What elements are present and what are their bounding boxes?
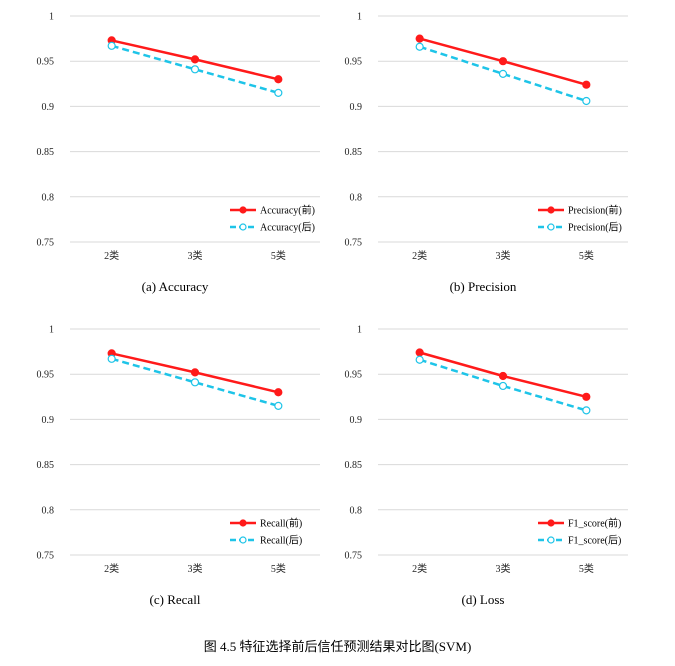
data-point-before [498,371,508,381]
legend-marker [239,536,247,544]
x-tick-label: 2类 [412,249,427,262]
legend-marker [239,206,247,214]
chart-panel-precision: 1 0.95 0.9 0.85 0.8 0.75 2类 3类 5类 Precision(前) Pre… [318,0,648,300]
legend-marker [547,536,555,544]
data-point-before [415,34,424,43]
y-tick-label: 0.95 [37,370,55,381]
legend-label: Accuracy(后) [260,222,315,234]
data-point-before [582,392,591,401]
x-tick-label: 3类 [188,562,203,575]
recall-chart: 1 0.95 0.9 0.85 0.8 0.75 2类 3类 5类 Recall(前) Recall… [37,325,320,575]
legend-marker [239,223,247,231]
x-tick-label: 3类 [496,249,511,262]
y-tick-label: 0.85 [345,460,363,471]
legend-label: F1_score(前) [568,517,621,530]
data-point-before [190,55,200,64]
y-tick-label: 0.75 [37,551,55,562]
legend-marker [239,519,247,527]
legend-marker [547,223,555,231]
y-tick-label: 0.85 [37,460,55,471]
data-point-after [190,65,200,74]
x-tick-label: 3类 [188,249,203,262]
y-tick-label: 0.9 [350,415,363,426]
y-tick-label: 0.75 [37,238,55,249]
data-point-after [107,41,116,50]
y-tick-label: 0.75 [345,238,363,249]
legend-label: Recall(前) [260,517,302,530]
y-tick-label: 0.8 [350,192,363,203]
y-tick-label: 0.85 [345,147,363,158]
panel-caption-accuracy: (a) Accuracy [141,279,209,294]
x-tick-label: 2类 [412,562,427,575]
chart-panel-accuracy: 1 0.95 0.9 0.85 0.8 0.75 2类 3类 5类 Accuracy(前) Accu… [10,0,340,300]
data-point-before [190,368,200,377]
x-tick-label: 2类 [104,249,119,262]
data-point-after [415,42,424,51]
y-tick-label: 0.8 [350,505,363,516]
data-point-after [274,88,283,97]
x-tick-label: 3类 [496,562,511,575]
x-tick-label: 5类 [579,562,594,575]
series-line-after [419,45,587,103]
legend-marker [547,206,555,214]
data-point-before [415,348,424,357]
data-point-after [582,406,591,415]
legend-label: Recall(后) [260,535,302,547]
legend-label: Precision(后) [568,222,622,234]
series-line-after [419,358,587,412]
y-tick-label: 1 [49,325,54,336]
y-tick-label: 0.9 [42,415,55,426]
panel-caption-precision: (b) Precision [449,279,517,294]
data-point-after [498,69,508,78]
y-tick-label: 0.8 [42,505,55,516]
x-tick-label: 2类 [104,562,119,575]
data-point-before [498,57,508,66]
panel-caption-recall: (c) Recall [149,592,201,607]
legend-marker [547,519,555,527]
y-tick-label: 0.95 [345,370,363,381]
y-tick-label: 0.85 [37,147,55,158]
x-tick-label: 5类 [271,249,286,262]
precision-chart: 1 0.95 0.9 0.85 0.8 0.75 2类 3类 5类 Precision(前) Pre… [345,12,628,262]
y-tick-label: 0.8 [42,192,55,203]
x-tick-label: 5类 [271,562,286,575]
series-line-after [111,357,279,408]
accuracy-chart: 1 0.95 0.9 0.85 0.8 0.75 2类 3类 5类 Accuracy(前) Accu… [37,12,320,262]
chart-panel-recall: 1 0.95 0.9 0.85 0.8 0.75 2类 3类 5类 Recall(前) Recall… [10,313,340,613]
data-point-before [274,75,283,84]
data-point-after [582,96,591,106]
y-tick-label: 1 [357,12,362,23]
panel-caption-loss: (d) Loss [461,592,505,607]
data-point-before [582,80,591,89]
series-line-after [111,44,279,95]
legend-label: Precision(前) [568,204,622,217]
legend-label: Accuracy(前) [260,204,315,217]
data-point-after [190,378,200,387]
x-tick-label: 5类 [579,249,594,262]
loss-chart: 1 0.95 0.9 0.85 0.8 0.75 2类 3类 5类 F1_score(前) F1_s… [345,325,628,575]
y-tick-label: 0.75 [345,551,363,562]
data-point-after [498,381,508,391]
y-tick-label: 0.95 [345,57,363,68]
legend-label: F1_score(后) [568,535,621,547]
figure-caption: 图 4.5 特征选择前后信任预测结果对比图(SVM) [203,639,472,654]
y-tick-label: 0.9 [42,102,55,113]
chart-panel-loss: 1 0.95 0.9 0.85 0.8 0.75 2类 3类 5类 F1_score(前) F1_s… [318,313,648,613]
y-tick-label: 1 [49,12,54,23]
data-point-after [274,401,283,410]
data-point-after [415,355,424,364]
data-point-before [274,388,283,397]
y-tick-label: 0.95 [37,57,55,68]
y-tick-label: 1 [357,325,362,336]
data-point-after [107,354,116,363]
y-tick-label: 0.9 [350,102,363,113]
